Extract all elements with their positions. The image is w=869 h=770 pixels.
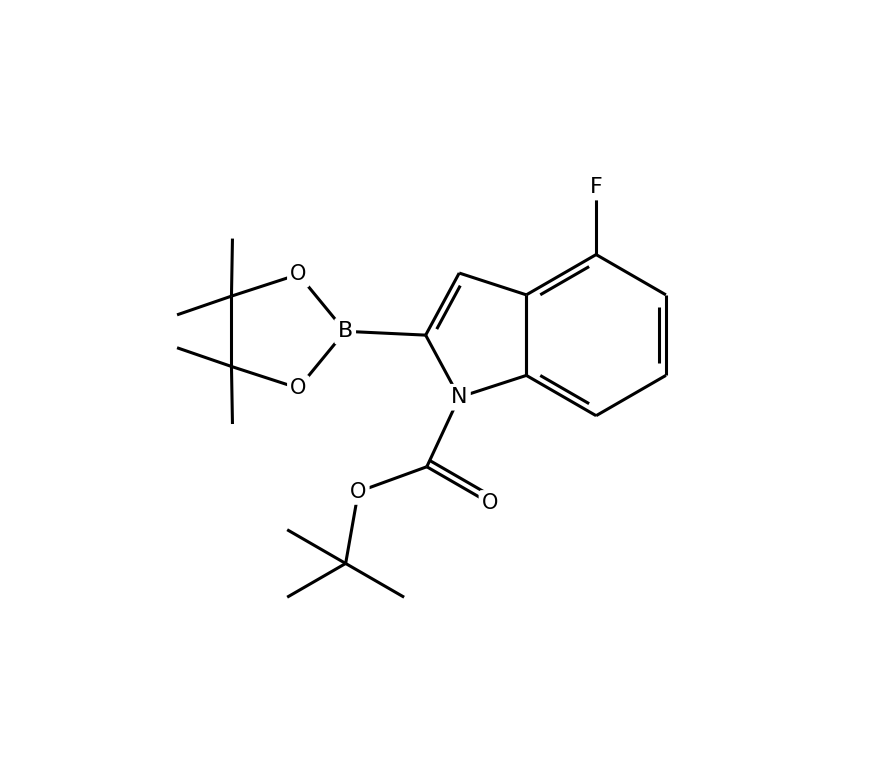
Text: O: O bbox=[290, 264, 306, 284]
Text: N: N bbox=[450, 387, 467, 407]
Text: O: O bbox=[290, 378, 306, 398]
Text: B: B bbox=[337, 321, 352, 341]
Text: O: O bbox=[481, 494, 498, 513]
Text: O: O bbox=[349, 482, 366, 502]
Text: F: F bbox=[589, 177, 602, 197]
